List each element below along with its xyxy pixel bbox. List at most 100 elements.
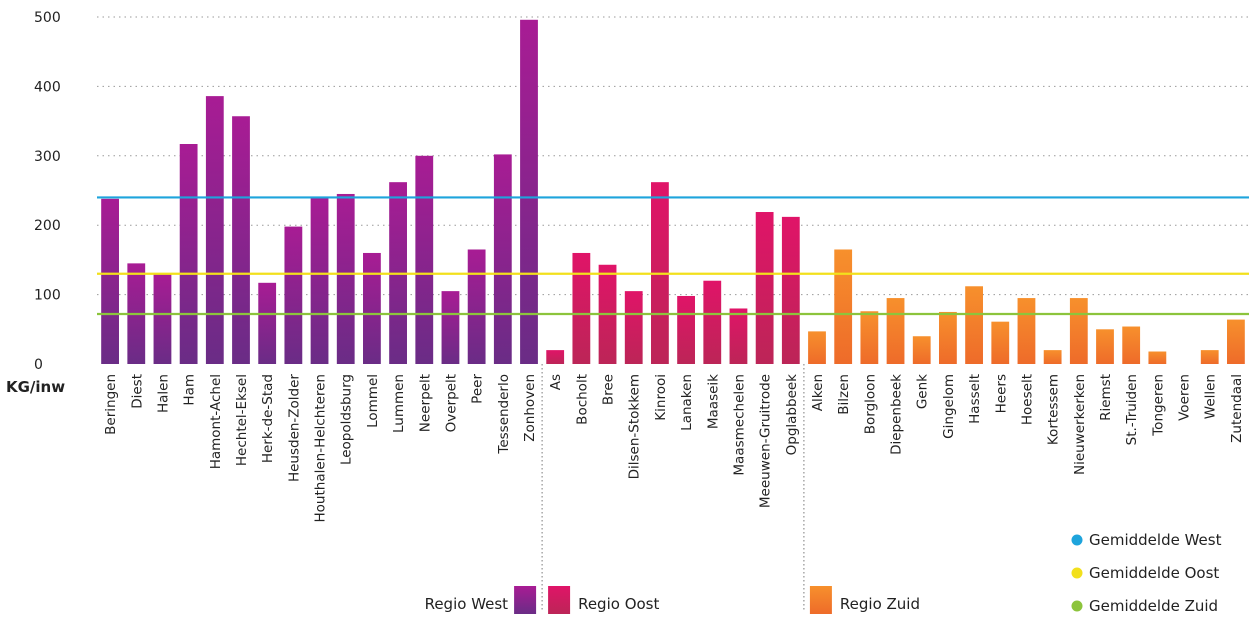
bar [467,249,486,364]
bar [415,155,434,364]
category-label: Genk [915,374,931,409]
legend-group-swatch [548,586,571,614]
bar [860,311,879,364]
bar [965,286,983,364]
bar [1122,326,1141,364]
category-label: Meeuwen-Gruitrode [758,374,774,508]
category-label: Herk-de-Stad [260,374,276,463]
category-label: Tongeren [1150,374,1166,437]
grid-layer [97,16,1249,296]
y-tick-label: 500 [34,10,61,26]
bar [363,252,381,364]
legend-group-label: Regio Zuid [840,595,920,613]
bar [1227,319,1245,364]
bars-layer [101,19,1245,364]
bar [310,197,329,364]
category-label: Beringen [103,374,119,435]
bar [1043,350,1062,364]
legend-group-swatch [514,586,537,614]
category-label: Lanaken [679,374,695,431]
bar [939,311,957,364]
bar [755,212,774,364]
category-label: Maasmechelen [731,374,747,476]
bar [258,282,277,364]
legend-average-label: Gemiddelde West [1089,531,1222,549]
bar [1096,329,1114,364]
bar [703,280,722,364]
bar [677,295,695,364]
category-label: Riemst [1098,374,1114,421]
category-label: Bilzen [836,374,852,415]
y-axis-label: KG/inw [6,378,65,396]
category-label: Hoeselt [1019,374,1035,425]
category-label: Borgloon [862,374,878,434]
category-label: Maaseik [705,374,721,429]
legend-average-dot [1071,534,1083,546]
y-tick-label: 0 [34,357,43,373]
bar [232,116,250,364]
category-label: Tessenderlo [496,374,512,455]
category-label: Lummen [391,374,407,433]
bar [624,291,643,364]
bar [729,308,748,364]
y-tick-label: 400 [34,79,61,95]
bar [834,249,853,364]
category-label: Houthalen-Helchteren [313,374,329,522]
category-label: Kinrooi [653,374,669,421]
category-label: Alken [810,374,826,411]
category-label: Diest [129,374,145,409]
bar [808,331,826,364]
bar [101,198,119,364]
bar [179,144,198,364]
bar [1148,351,1167,364]
category-label: Hechtel-Eksel [234,374,250,466]
category-label: Bocholt [574,374,590,425]
y-tick-label: 300 [34,149,61,165]
average-lines-layer [97,196,1249,316]
category-label: Opglabbeek [784,374,800,456]
category-label: Leopoldsburg [339,374,355,465]
category-label: Kortessem [1046,374,1062,445]
legend-group-label: Regio West [425,595,509,613]
category-label: Lommel [365,374,381,428]
bar [493,154,512,364]
category-label: Zutendaal [1229,374,1245,443]
category-label: Ham [182,374,198,406]
category-label: Diepenbeek [889,374,905,455]
bar [912,336,931,364]
category-label: Neerpelt [417,374,433,432]
category-label: Peer [470,374,486,404]
category-label: As [548,374,564,390]
legend-group-swatch [809,586,832,614]
y-tick-label: 100 [34,288,61,304]
category-label: Hasselt [967,374,983,424]
category-label: Dilsen-Stokkem [627,374,643,479]
bar [991,321,1010,364]
legend-average-label: Gemiddelde Zuid [1089,597,1218,614]
category-label: Nieuwerkerken [1072,374,1088,475]
category-label: Bree [601,374,617,405]
bar [572,252,591,364]
bar [886,298,905,364]
category-label: Hamont-Achel [208,374,224,469]
legend-layer: Regio West Regio Oost Regio Zuid Gemiddelde… [425,531,1222,615]
category-label: Wellen [1203,374,1219,419]
category-label: Overpelt [443,374,459,432]
category-label: Heusden-Zolder [286,374,302,482]
axis-layer: 0 100 200 300 400 500 KG/inw [6,10,805,610]
category-labels-layer: Beringen Diest Halen Ham Hamont-Achel Hechtel… [103,374,1245,523]
bar [284,226,303,364]
category-label: Voeren [1177,374,1193,421]
legend-average-dot [1071,600,1083,612]
category-label: Halen [155,374,171,413]
bar [205,96,224,364]
legend-average-dot [1071,567,1083,579]
category-label: St.-Truiden [1124,374,1140,445]
bar [441,291,460,364]
bar [520,19,538,364]
legend-average-label: Gemiddelde Oost [1089,564,1219,582]
bar [781,216,800,364]
bar [1200,350,1219,364]
